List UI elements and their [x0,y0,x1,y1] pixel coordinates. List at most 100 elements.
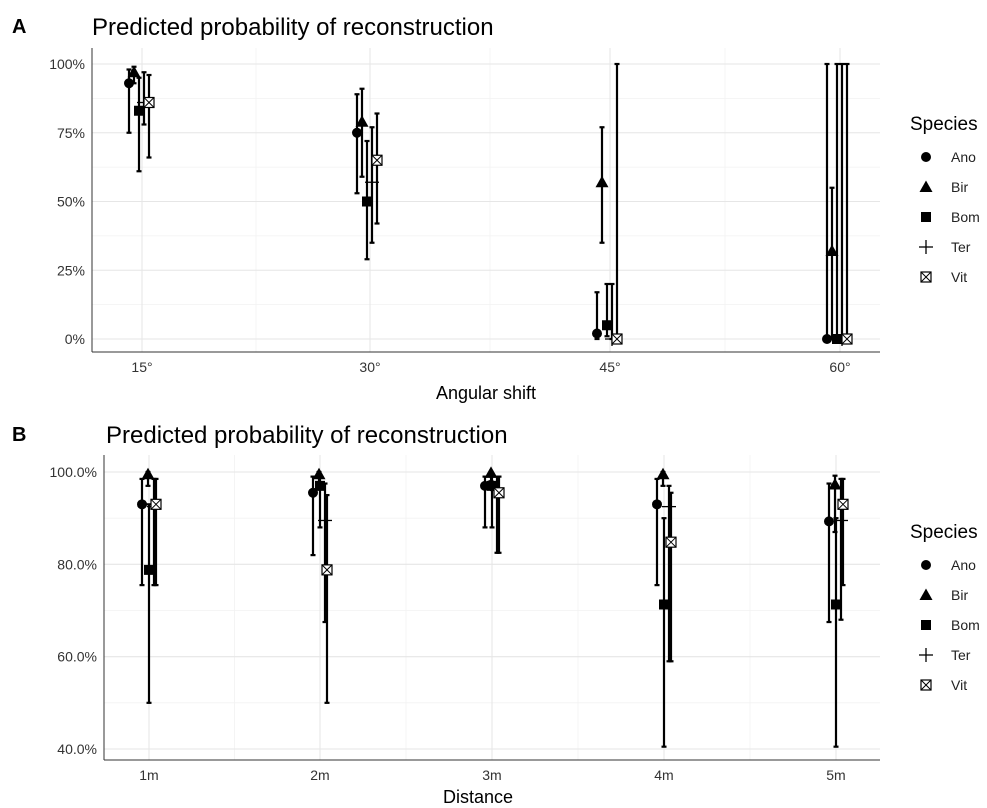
data-point-ano [652,499,662,510]
legend-item-vit: Vit [920,269,967,285]
legend-label: Ter [951,239,971,255]
data-point-ter [318,513,332,528]
data-point-ano [352,127,362,138]
series-vit [143,62,853,345]
legend-marker-ano [921,152,931,162]
legend-marker-vit [920,271,932,283]
series-ano [124,62,832,344]
data-point-vit [371,154,383,166]
legend-marker-bom [921,212,931,222]
series-ter [137,62,849,346]
data-point-vit [150,498,162,510]
legend-item-ano: Ano [921,149,976,165]
panel-letter-b: B [12,424,26,446]
legend-title: Species [910,114,978,135]
legend-title: Species [910,522,978,543]
data-point-bom [602,320,612,331]
legend-label: Bom [951,209,980,225]
legend-marker-ano [921,560,931,570]
x-tick-label: 15° [131,359,152,375]
legend-marker-bir [919,588,933,600]
legend-label: Ter [951,647,971,663]
legend-item-bom: Bom [921,617,980,633]
series-bom [144,475,841,748]
legend-item-vit: Vit [920,677,967,693]
panel-b-x-axis-title: Distance [443,787,513,807]
data-point-bom [659,599,669,610]
x-tick-label: 30° [359,359,380,375]
legend-item-bir: Bir [919,179,968,195]
legend-item-ter: Ter [919,647,971,663]
data-point-bir [355,115,369,127]
data-point-bom [362,196,372,207]
legend-label: Ano [951,557,976,573]
data-point-ano [592,328,602,339]
panel-a-title: Predicted probability of reconstruction [92,14,494,41]
legend-marker-vit [920,679,932,691]
data-point-bom [487,480,497,491]
data-point-bom [134,105,144,116]
y-tick-label: 100.0% [50,464,97,480]
panel-b-legend: Species Ano Bir Bom Ter Vit [910,522,980,693]
legend-label: Ano [951,149,976,165]
data-point-vit [841,333,853,345]
panel-a-plot: 0% 25% 50% 75% 100% 15° 30° 45° 60° [49,48,880,375]
legend-label: Vit [951,269,967,285]
legend-label: Bir [951,179,968,195]
legend-item-ano: Ano [921,557,976,573]
data-point-bir [141,467,155,480]
legend-label: Bom [951,617,980,633]
y-tick-label: 75% [57,125,85,141]
data-point-vit [321,564,333,576]
data-point-vit [493,487,505,499]
y-tick-label: 80.0% [57,556,97,572]
panel-a-x-axis-title: Angular shift [436,383,536,403]
data-point-bom [144,564,154,575]
data-point-ano [124,78,134,89]
x-tick-label: 1m [139,767,158,783]
data-point-ter [662,499,676,514]
data-point-bir [595,175,609,188]
data-point-bom [831,599,841,610]
legend-marker-ter [919,648,933,662]
y-tick-label: 60.0% [57,649,97,665]
series-ter [147,475,848,663]
data-point-bir [825,244,839,256]
legend-marker-bom [921,620,931,630]
series-vit [150,475,849,704]
series-bir [127,65,839,341]
legend-item-ter: Ter [919,239,971,255]
y-tick-label: 0% [65,331,85,347]
panel-a-legend: Species Ano Bir Bom Ter Vit [910,114,980,285]
data-point-bir [484,466,498,478]
y-tick-label: 40.0% [57,741,97,757]
legend-marker-ter [919,240,933,254]
data-point-vit [143,96,155,109]
data-point-bom [315,480,325,491]
data-point-bir [656,467,670,480]
panel-letter-a: A [12,16,26,38]
x-tick-label: 5m [826,767,845,783]
data-point-ano [137,499,147,510]
data-point-ano [824,516,834,527]
legend-label: Bir [951,587,968,603]
x-tick-label: 4m [654,767,673,783]
panel-b-title: Predicted probability of reconstruction [106,422,508,449]
x-tick-label: 45° [599,359,620,375]
y-tick-label: 100% [49,56,85,72]
series-ano [137,475,834,624]
panel-b-plot: 40.0% 60.0% 80.0% 100.0% 1m 2m 3m 4m 5m [50,455,880,783]
series-bom [134,62,842,344]
legend-item-bom: Bom [921,209,980,225]
data-point-vit [837,498,849,510]
data-point-ano [822,334,832,344]
data-point-vit [665,536,677,548]
legend-label: Vit [951,677,967,693]
x-tick-label: 60° [829,359,850,375]
x-tick-label: 3m [482,767,501,783]
data-point-vit [611,333,623,345]
data-point-bir [127,65,141,78]
legend-item-bir: Bir [919,587,968,603]
y-tick-label: 50% [57,194,85,210]
